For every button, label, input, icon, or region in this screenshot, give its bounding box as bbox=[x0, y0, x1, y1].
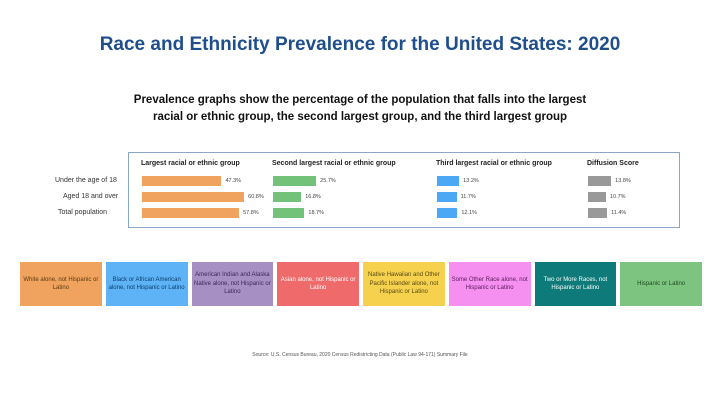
legend-item: Hispanic or Latino bbox=[620, 262, 702, 306]
source-note: Source: U.S. Census Bureau, 2020 Census … bbox=[252, 352, 468, 358]
series-header: Diffusion Score bbox=[587, 160, 639, 167]
subtitle-line: Prevalence graphs show the percentage of… bbox=[133, 94, 587, 106]
bar bbox=[273, 192, 302, 202]
bar bbox=[142, 176, 222, 186]
legend-item: Two or More Races, not Hispanic or Latin… bbox=[534, 262, 617, 306]
data-label: 11.4% bbox=[611, 210, 627, 216]
series-header: Third largest racial or ethnic group bbox=[436, 160, 552, 167]
series-header: Largest racial or ethnic group bbox=[141, 160, 240, 167]
data-label: 57.8% bbox=[243, 210, 259, 216]
legend-item: American Indian and Alaska Native alone,… bbox=[191, 262, 274, 306]
bar bbox=[588, 208, 608, 218]
chart-subtitle: Prevalence graphs show the percentage of… bbox=[110, 92, 610, 126]
data-label: 47.3% bbox=[225, 178, 242, 184]
legend-item: White alone, not Hispanic or Latino bbox=[20, 262, 102, 306]
legend-item: Black or African American alone, not His… bbox=[105, 262, 188, 306]
bar bbox=[588, 176, 612, 186]
bar bbox=[437, 192, 457, 202]
data-label: 25.7% bbox=[320, 178, 336, 184]
bar bbox=[273, 176, 317, 186]
legend-item: Asian alone, not Hispanic or Latino bbox=[277, 262, 359, 306]
bar bbox=[142, 192, 245, 202]
bar bbox=[437, 176, 460, 186]
bar bbox=[437, 208, 458, 218]
chart-title: Race and Ethnicity Prevalence for the Un… bbox=[99, 34, 621, 55]
data-label: 13.8% bbox=[615, 178, 631, 184]
data-label: 12.1% bbox=[461, 210, 477, 216]
bar bbox=[142, 208, 240, 218]
legend-item: Some Other Race alone, not Hispanic or L… bbox=[448, 262, 531, 306]
data-label: 18.7% bbox=[308, 210, 325, 216]
data-label: 16.8% bbox=[305, 194, 321, 200]
series-header: Second largest racial or ethnic group bbox=[272, 160, 396, 167]
bar bbox=[588, 192, 606, 202]
category-label: Aged 18 and over bbox=[63, 193, 119, 200]
subtitle-line: racial or ethnic group, the second large… bbox=[152, 111, 568, 123]
category-label: Total population bbox=[58, 209, 108, 216]
category-label: Under the age of 18 bbox=[55, 177, 117, 184]
data-label: 60.8% bbox=[248, 194, 264, 200]
data-label: 13.2% bbox=[463, 178, 479, 184]
data-label: 11.7% bbox=[460, 194, 476, 200]
legend: White alone, not Hispanic or Latino Black… bbox=[20, 262, 702, 306]
legend-item: Native Hawaiian and Other Pacific Island… bbox=[363, 262, 445, 306]
bar bbox=[273, 208, 305, 218]
data-label: 10.7% bbox=[609, 194, 626, 200]
chart-panel bbox=[128, 152, 680, 228]
